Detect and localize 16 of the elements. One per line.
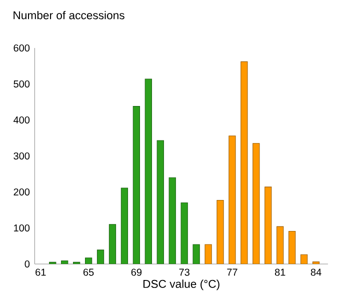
y-tick-label: 600 — [14, 44, 30, 52]
x-tick-label: 61 — [36, 268, 46, 276]
x-axis-title: DSC value (°C) — [143, 280, 220, 290]
x-tick-label: 81 — [274, 268, 286, 276]
x-tick-label: 65 — [83, 268, 94, 276]
x-tick-label: 77 — [227, 268, 238, 276]
y-tick-label: 0 — [24, 260, 30, 268]
y-tick-label: 300 — [14, 152, 30, 160]
y-tick-label: 200 — [14, 188, 30, 196]
x-tick-label: 73 — [179, 268, 190, 276]
x-tick-label: 84 — [310, 268, 322, 276]
y-tick-label: 500 — [14, 80, 30, 88]
x-tick-label: 69 — [131, 268, 142, 276]
y-axis-title: Number of accessions — [14, 10, 124, 20]
y-tick-label: 100 — [14, 224, 30, 232]
y-tick-label: 400 — [14, 116, 30, 124]
